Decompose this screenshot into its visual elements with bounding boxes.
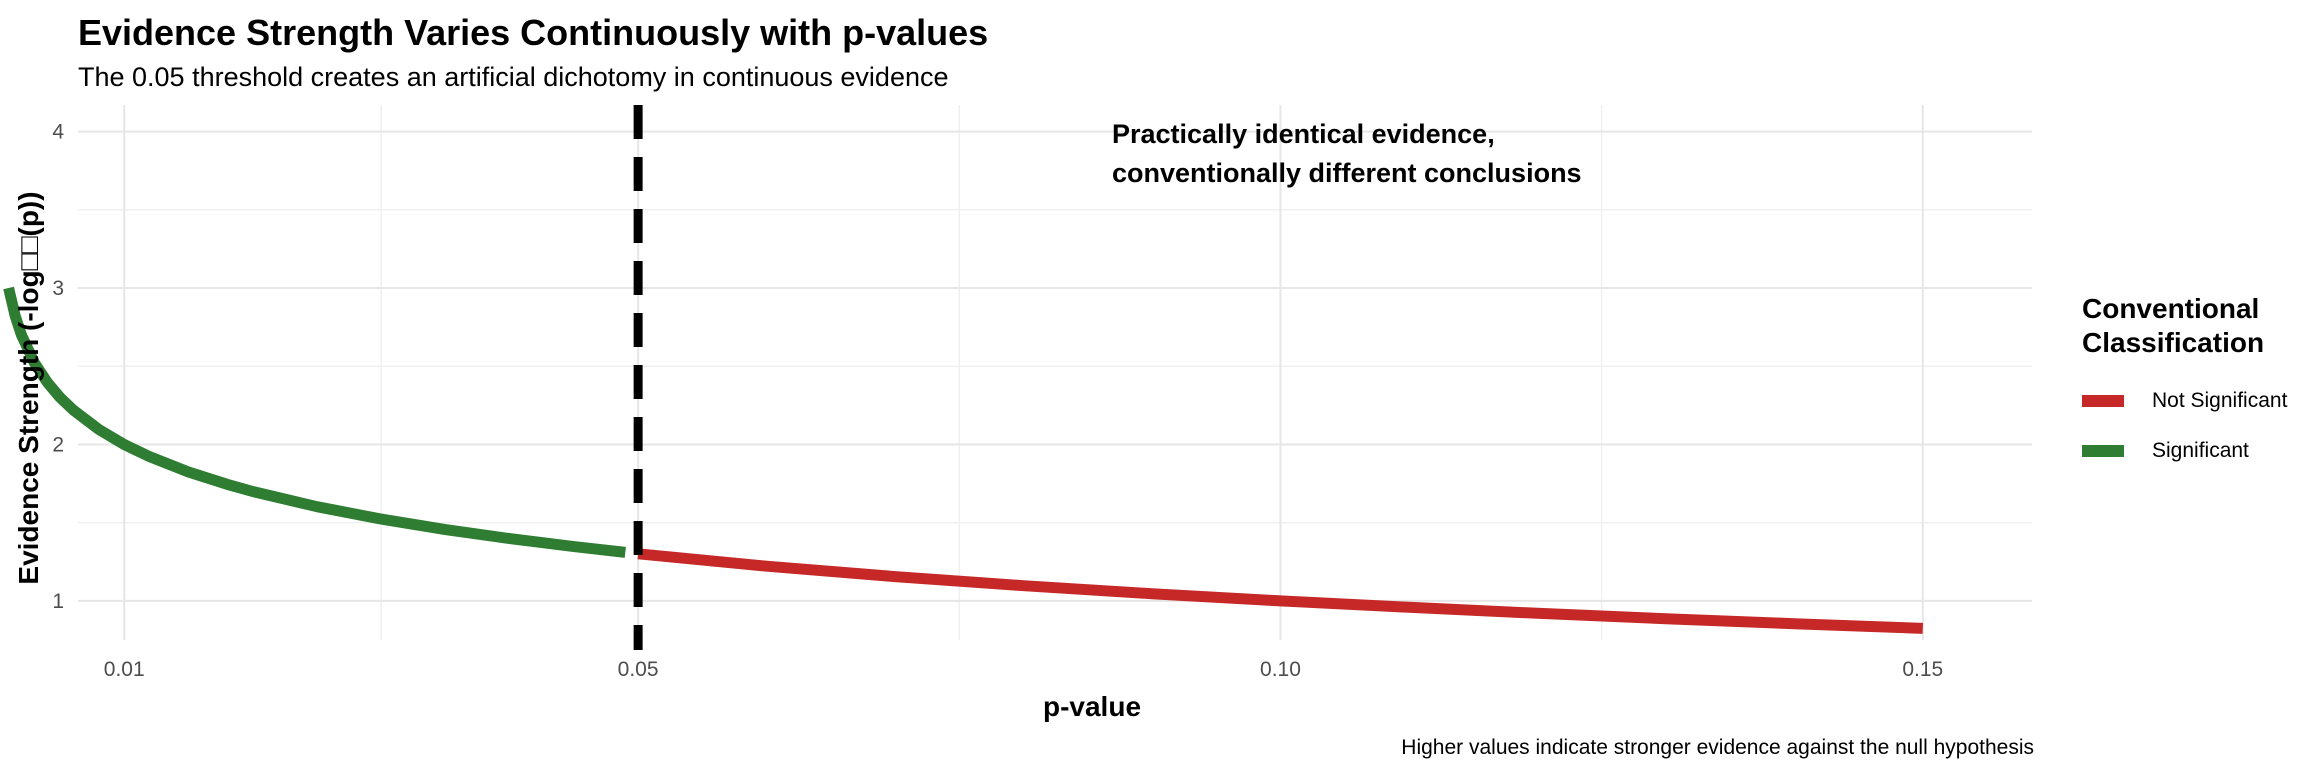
legend-item-significant: Significant [2082,426,2302,476]
legend-key-not-significant [2082,395,2124,407]
chart-subtitle: The 0.05 threshold creates an artificial… [78,62,949,92]
legend-title-line-1: Conventional [2082,293,2260,324]
legend-title: Conventional Classification [2082,292,2302,360]
annotation-line-2: conventionally different conclusions [1112,158,1582,188]
minor-gridlines [78,105,2032,640]
y-axis-title: Evidence Strength (-log□□(p)) [13,191,44,584]
x-axis-title: p-value [1043,691,1141,722]
y-tick-label: 2 [52,433,64,456]
legend-item-not-significant: Not Significant [2082,376,2302,426]
series-layer [3,286,1924,634]
legend-title-line-2: Classification [2082,327,2265,358]
x-tick-label: 0.10 [1260,658,1301,681]
legend: Conventional Classification Not Signific… [2082,292,2302,476]
major-gridlines [78,105,2032,640]
y-tick-label: 1 [52,590,64,613]
x-tick-label: 0.01 [104,658,145,681]
x-axis-ticks: 0.01 0.05 0.10 0.15 [104,658,1943,681]
y-axis-ticks: 1 2 3 4 [52,121,64,613]
x-tick-label: 0.05 [618,658,659,681]
y-tick-label: 4 [52,121,64,144]
legend-label-significant: Significant [2152,439,2249,462]
legend-key-significant [2082,445,2124,457]
series-line-significant [3,286,626,558]
series-line-not-significant [637,548,1924,634]
chart-caption: Higher values indicate stronger evidence… [1401,736,2034,759]
annotation-line-1: Practically identical evidence, [1112,119,1495,149]
legend-label-not-significant: Not Significant [2152,389,2288,412]
y-tick-label: 3 [52,277,64,300]
x-tick-label: 0.15 [1902,658,1943,681]
chart-title: Evidence Strength Varies Continuously wi… [78,12,989,53]
